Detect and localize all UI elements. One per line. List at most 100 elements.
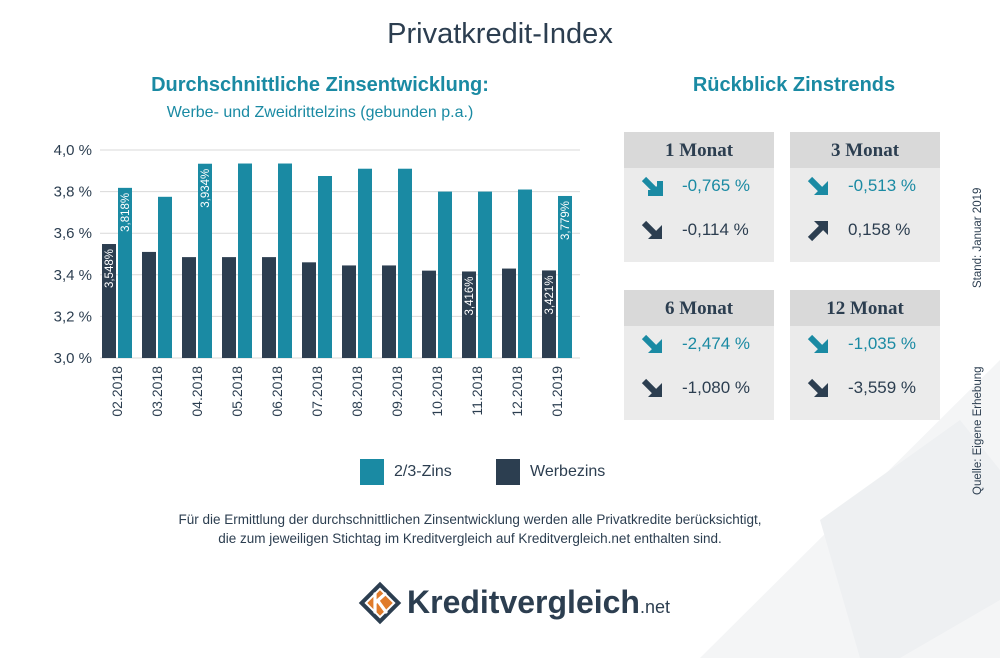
chart-subtitle: Werbe- und Zweidrittelzins (gebunden p.a… <box>166 104 474 121</box>
y-tick-label: 3,2 % <box>54 308 92 325</box>
bar-zins <box>478 191 492 358</box>
brand-logo: Kreditvergleich.net <box>357 580 670 630</box>
trend-value-dark: -3,559 % <box>848 378 917 397</box>
bar-zins <box>558 195 572 358</box>
bar-werbezins <box>502 268 516 358</box>
x-tick-label: 04.2018 <box>189 366 205 417</box>
bar-value-label: 3,779% <box>560 201 572 240</box>
bar-werbezins <box>262 257 276 358</box>
y-tick-label: 3,4 % <box>54 267 92 284</box>
bar-value-label: 3,818% <box>120 193 132 232</box>
trend-row-teal: -0,765 % <box>624 168 774 204</box>
trend-card-12-monat: 12 Monat -1,035 % -3,559 % <box>790 290 940 420</box>
arrow-down-icon <box>641 176 663 196</box>
x-tick-label: 09.2018 <box>389 366 405 417</box>
bar-werbezins <box>222 257 236 358</box>
x-tick-label: 01.2019 <box>549 366 565 417</box>
x-tick-label: 10.2018 <box>429 366 445 417</box>
trend-value-teal: -0,513 % <box>848 176 917 195</box>
bar-werbezins <box>302 262 316 358</box>
bar-werbezins <box>342 265 356 358</box>
bar-value-label: 3,421% <box>544 275 556 314</box>
trend-card-label: 1 Monat <box>624 132 774 168</box>
x-tick-label: 12.2018 <box>509 366 525 417</box>
bar-zins <box>438 191 452 358</box>
bar-value-label: 3,548% <box>104 249 116 288</box>
trend-card-label: 6 Monat <box>624 290 774 326</box>
trend-value-teal: -2,474 % <box>682 334 751 353</box>
legend-item-zins: 2/3-Zins <box>360 459 452 485</box>
x-tick-label: 06.2018 <box>269 366 285 417</box>
bar-zins <box>518 189 532 358</box>
bar-zins <box>118 187 132 358</box>
logo-wordmark: Kreditvergleich.net <box>407 584 670 621</box>
legend-label-zins: 2/3-Zins <box>394 463 452 480</box>
chart-title: Durchschnittliche Zinsentwicklung: <box>151 74 489 96</box>
bar-zins <box>398 168 412 358</box>
trend-card-3-monat: 3 Monat -0,513 % 0,158 % <box>790 132 940 262</box>
trend-value-dark: 0,158 % <box>848 220 911 239</box>
footnote: Für die Ermittlung der durchschnittliche… <box>0 510 940 548</box>
x-tick-label: 02.2018 <box>109 366 125 417</box>
logo-suffix: .net <box>639 597 670 617</box>
arrow-up-icon <box>807 221 828 242</box>
arrow-down-icon <box>641 378 662 397</box>
bar-werbezins <box>142 251 156 358</box>
trend-row-dark: -0,114 % <box>624 212 774 248</box>
arrow-down-icon <box>807 378 828 397</box>
trend-row-dark: -1,080 % <box>624 370 774 406</box>
bar-werbezins <box>462 271 476 358</box>
trend-card-1-monat: 1 Monat -0,765 % -0,114 % <box>624 132 774 262</box>
trend-value-teal: -1,035 % <box>848 334 917 353</box>
bar-werbezins <box>382 265 396 358</box>
legend-swatch-zins <box>360 459 384 485</box>
footnote-line-1: Für die Ermittlung der durchschnittliche… <box>178 512 762 527</box>
bar-value-label: 3,416% <box>464 276 476 315</box>
source-label: Quelle: Eigene Erhebung <box>972 366 984 495</box>
trend-row-teal: -2,474 % <box>624 326 774 362</box>
bar-zins <box>318 176 332 358</box>
bar-chart: 3,0 % 3,2 % 3,4 % 3,6 % 3,8 % 4,0 % 3,548% 3,81… <box>54 142 580 417</box>
y-tick-label: 3,8 % <box>54 184 92 201</box>
bar-werbezins <box>102 244 116 358</box>
bar-werbezins <box>542 270 556 358</box>
trend-card-label: 12 Monat <box>790 290 940 326</box>
y-tick-label: 3,6 % <box>54 225 92 242</box>
x-tick-label: 11.2018 <box>469 366 485 416</box>
trend-card-label: 3 Monat <box>790 132 940 168</box>
y-tick-label: 4,0 % <box>54 142 92 159</box>
x-tick-label: 07.2018 <box>309 366 325 417</box>
trend-value-dark: -1,080 % <box>682 378 751 397</box>
bar-zins <box>198 163 212 358</box>
y-tick-label: 3,0 % <box>54 350 92 367</box>
arrow-down-icon <box>641 334 662 353</box>
bar-zins <box>238 163 252 358</box>
trend-value-dark: -0,114 % <box>682 220 749 239</box>
x-tick-label: 05.2018 <box>229 366 245 417</box>
trend-card-6-monat: 6 Monat -2,474 % -1,080 % <box>624 290 774 420</box>
stand-label: Stand: Januar 2019 <box>972 187 984 288</box>
bar-value-label: 3,934% <box>200 169 212 208</box>
arrow-down-icon <box>807 176 828 195</box>
trend-row-dark: -3,559 % <box>790 370 940 406</box>
arrow-down-icon <box>807 334 828 353</box>
page-title: Privatkredit-Index <box>387 18 613 50</box>
legend-label-werbezins: Werbezins <box>530 463 606 480</box>
trend-value-teal: -0,765 % <box>682 176 751 195</box>
trend-row-teal: -0,513 % <box>790 168 940 204</box>
logo-name: Kreditvergleich <box>407 584 640 620</box>
arrow-down-icon <box>641 220 662 239</box>
footnote-line-2: die zum jeweiligen Stichtag im Kreditver… <box>218 531 722 546</box>
trend-row-dark: 0,158 % <box>790 212 940 248</box>
bar-zins <box>358 168 372 358</box>
x-tick-label: 03.2018 <box>149 366 165 417</box>
bar-zins <box>158 196 172 358</box>
legend-swatch-werbezins <box>496 459 520 485</box>
bar-werbezins <box>182 257 196 358</box>
logo-k-icon <box>358 581 402 625</box>
trend-row-teal: -1,035 % <box>790 326 940 362</box>
x-tick-label: 08.2018 <box>349 366 365 417</box>
legend-item-werbezins: Werbezins <box>496 459 605 485</box>
bar-werbezins <box>422 270 436 358</box>
